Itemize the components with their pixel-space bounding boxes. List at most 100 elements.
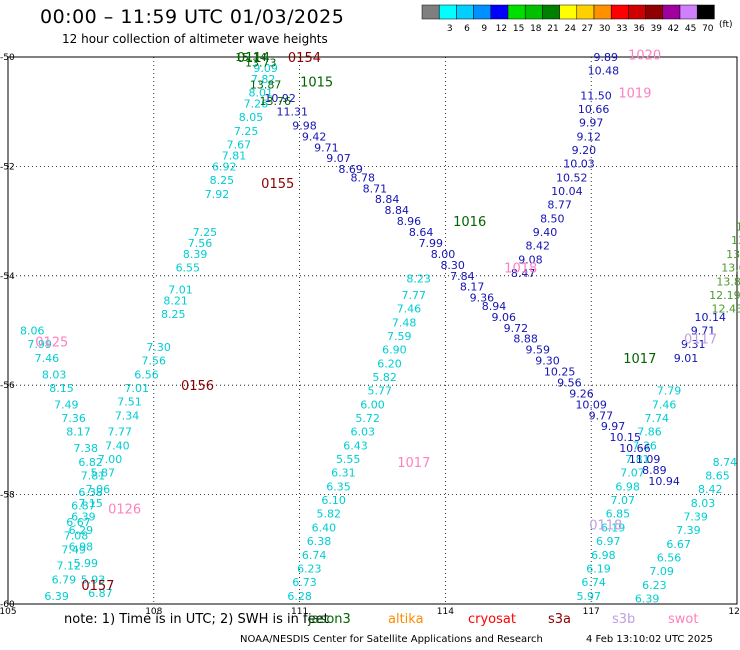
pass-time-label: 1019 xyxy=(618,87,651,102)
wave-height-value: 8.96 xyxy=(397,215,422,228)
wave-height-value: 9.20 xyxy=(572,144,597,157)
wave-height-value: 9.26 xyxy=(569,387,594,400)
wave-height-value: 7.26 xyxy=(244,97,269,110)
wave-height-value: 7.01 xyxy=(125,382,150,395)
wave-height-value: 6.98 xyxy=(615,480,640,493)
wave-height-value: 6.79 xyxy=(52,573,77,586)
scale-swatch xyxy=(696,4,715,20)
wave-height-value: 9.36 xyxy=(470,292,495,305)
scale-tick-label: 12 xyxy=(496,24,507,34)
wave-height-value: 6.90 xyxy=(382,344,407,357)
footer-credit: NOAA/NESDIS Center for Satellite Applica… xyxy=(240,634,543,645)
wave-height-value: 6.87 xyxy=(71,500,96,513)
wave-height-value: 9.08 xyxy=(518,253,543,266)
y-tick-label: -52 xyxy=(0,162,15,172)
wave-height-value: 7.40 xyxy=(105,439,130,452)
scale-tick-label: 42 xyxy=(668,24,679,34)
x-tick-label: 105 xyxy=(0,607,17,617)
wave-height-value: 10.14 xyxy=(695,311,727,324)
wave-height-value: 6.03 xyxy=(351,426,376,439)
wave-height-value: 8.71 xyxy=(363,182,388,195)
wave-height-value: 10.92 xyxy=(264,92,296,105)
wave-height-value: 8.03 xyxy=(42,368,67,381)
wave-height-value: 9.59 xyxy=(525,344,550,357)
wave-height-value: 8.64 xyxy=(409,226,434,239)
wave-height-value: 8.21 xyxy=(163,294,188,307)
wave-height-value: 7.99 xyxy=(27,338,52,351)
wave-height-value: 10.94 xyxy=(648,475,680,488)
wave-height-value: 9.97 xyxy=(579,117,604,130)
wave-height-value: 6.39 xyxy=(44,590,69,603)
footer-note: note: 1) Time is in UTC; 2) SWH is in fe… xyxy=(64,612,329,627)
wave-height-value: 7.00 xyxy=(98,453,123,466)
pass-time-label: 0117 xyxy=(684,333,717,348)
satellite-legend-cryosat: cryosat xyxy=(468,612,516,627)
wave-height-value: 7.81 xyxy=(81,469,106,482)
wave-height-value: 7.74 xyxy=(645,412,670,425)
wave-height-value: 6.82 xyxy=(78,456,103,469)
wave-height-value: 7.46 xyxy=(397,303,422,316)
wave-height-value: 7.39 xyxy=(683,510,708,523)
x-tick-label: 111 xyxy=(291,607,308,617)
wave-height-value: 7.25 xyxy=(234,125,259,138)
wave-height-value: 8.16 xyxy=(32,617,57,630)
wave-height-value: 8.01 xyxy=(248,87,273,100)
wave-height-value: 5.77 xyxy=(368,385,393,398)
pass-time-label: 0157 xyxy=(81,579,114,594)
wave-height-value: 8.15 xyxy=(49,382,74,395)
wave-height-value: 7.36 xyxy=(632,439,657,452)
wave-height-value: 13.60 xyxy=(731,234,740,247)
wave-height-value: 6.35 xyxy=(326,480,351,493)
wave-height-value: 8.03 xyxy=(691,497,716,510)
pass-time-label: 0156 xyxy=(181,379,214,394)
wave-height-value: 13.80 xyxy=(716,275,740,288)
y-tick-label: -54 xyxy=(0,272,15,282)
wave-height-value: 7.82 xyxy=(251,73,276,86)
wave-height-value: 6.38 xyxy=(307,535,332,548)
wave-height-value: 7.06 xyxy=(86,483,111,496)
wave-height-value: 7.49 xyxy=(61,543,86,556)
wave-height-value: 7.84 xyxy=(450,270,475,283)
pass-time-label: 0118 xyxy=(589,519,622,534)
wave-height-value: 9.72 xyxy=(504,322,529,335)
wave-height-value: 11.09 xyxy=(629,453,661,466)
pass-time-label: 1017 xyxy=(397,456,430,471)
wave-height-value: 8.47 xyxy=(511,267,536,280)
wave-height-value: 10.03 xyxy=(563,158,595,171)
wave-height-value: 8.25 xyxy=(210,174,235,187)
satellite-legend-s3a: s3a xyxy=(548,612,572,627)
wave-height-value: 6.19 xyxy=(586,562,611,575)
pass-time-label: 1015 xyxy=(300,76,333,91)
wave-height-value: 8.25 xyxy=(161,308,186,321)
wave-height-value: 8.39 xyxy=(183,248,208,261)
wave-height-value: 13.87 xyxy=(250,78,282,91)
wave-height-value: 11.50 xyxy=(580,89,612,102)
wave-height-value: 10.52 xyxy=(556,171,588,184)
wave-height-value: 5.93 xyxy=(81,573,106,586)
wave-height-value: 7.79 xyxy=(657,385,682,398)
wave-height-value: 8.84 xyxy=(385,204,410,217)
wave-height-value: 6.40 xyxy=(312,521,337,534)
wave-height-value: 6.38 xyxy=(78,486,103,499)
wave-height-value: 13.08 xyxy=(721,262,740,275)
satellite-legend-swot: swot xyxy=(668,612,699,627)
wave-height-value: 6.74 xyxy=(302,549,327,562)
chart-subtitle: 12 hour collection of altimeter wave hei… xyxy=(62,32,328,46)
wave-height-value: 9.40 xyxy=(533,226,558,239)
pass-time-label: 1020 xyxy=(628,48,661,63)
wave-height-value: 8.94 xyxy=(482,300,507,313)
pass-time-label: 0155 xyxy=(261,177,294,192)
wave-height-value: 7.56 xyxy=(142,355,167,368)
wave-height-value: 13.76 xyxy=(260,95,292,108)
wave-height-value: 5.82 xyxy=(372,371,397,384)
scale-tick-label: 39 xyxy=(650,24,662,34)
wave-height-value: 7.12 xyxy=(57,560,82,573)
wave-height-value: 7.56 xyxy=(188,237,213,250)
wave-height-value: 6.23 xyxy=(297,562,322,575)
x-tick-label: 120 xyxy=(728,607,740,617)
wave-height-value: 10.48 xyxy=(588,65,620,78)
scale-tick-label: 6 xyxy=(464,24,470,34)
wave-height-value: 7.77 xyxy=(108,426,133,439)
wave-height-value: 5.87 xyxy=(91,467,116,480)
wave-height-value: 7.36 xyxy=(61,412,86,425)
